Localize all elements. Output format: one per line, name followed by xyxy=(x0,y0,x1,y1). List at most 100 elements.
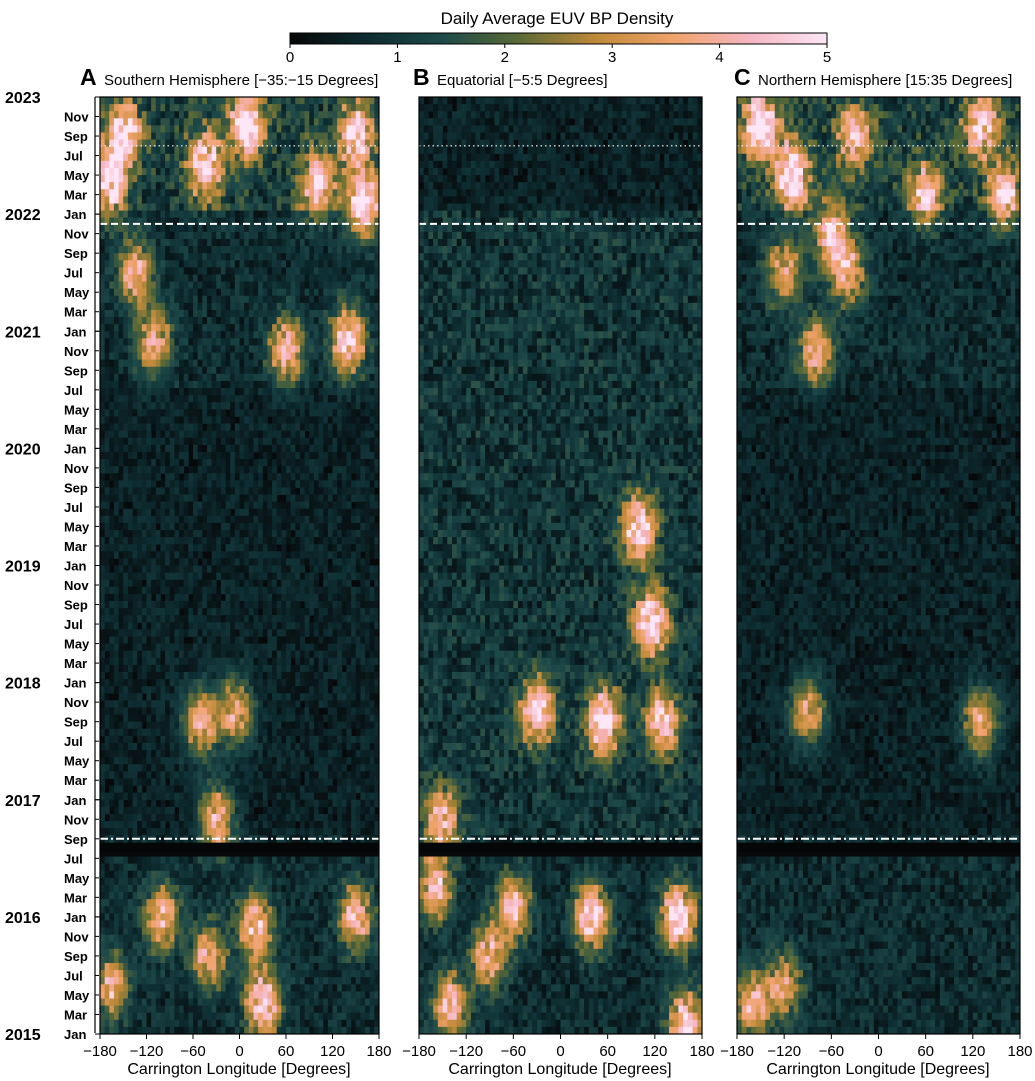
heatmap-cell xyxy=(244,359,250,368)
heatmap-cell xyxy=(309,423,315,432)
heatmap-cell xyxy=(197,246,203,254)
heatmap-cell xyxy=(160,480,166,488)
heatmap-cell xyxy=(132,253,138,261)
heatmap-cell xyxy=(127,544,133,552)
heatmap-cell xyxy=(100,423,106,432)
heatmap-cell xyxy=(290,196,296,204)
heatmap-cell xyxy=(211,189,217,197)
heatmap-cell xyxy=(146,388,152,396)
heatmap-cell xyxy=(318,189,324,197)
heatmap-cell xyxy=(141,402,147,410)
heatmap-cell xyxy=(327,196,333,204)
heatmap-cell xyxy=(169,104,175,112)
heatmap-cell xyxy=(295,274,301,282)
heatmap-cell xyxy=(118,537,124,545)
heatmap-cell xyxy=(267,494,273,503)
heatmap-cell xyxy=(374,444,380,453)
heatmap-cell xyxy=(100,657,106,666)
heatmap-cell xyxy=(193,537,199,545)
heatmap-cell xyxy=(323,423,329,432)
heatmap-cell xyxy=(286,466,292,474)
heatmap-cell xyxy=(197,388,203,396)
heatmap-cell xyxy=(258,203,264,211)
heatmap-cell xyxy=(369,104,375,112)
heatmap-cell xyxy=(281,636,287,644)
heatmap-cell xyxy=(211,544,217,552)
heatmap-cell xyxy=(109,104,115,112)
heatmap-cell xyxy=(286,416,292,424)
heatmap-cell xyxy=(216,537,222,545)
heatmap-cell xyxy=(160,664,166,673)
heatmap-cell xyxy=(309,501,315,510)
heatmap-cell xyxy=(299,118,305,126)
heatmap-cell xyxy=(258,466,264,474)
heatmap-cell xyxy=(346,388,352,396)
heatmap-cell xyxy=(123,317,129,325)
heatmap-cell xyxy=(272,537,278,545)
heatmap-cell xyxy=(318,373,324,382)
heatmap-cell xyxy=(374,501,380,510)
heatmap-cell xyxy=(290,473,296,481)
heatmap-cell xyxy=(127,508,133,517)
heatmap-cell xyxy=(123,643,129,652)
heatmap-cell xyxy=(299,260,305,268)
heatmap-cell xyxy=(216,473,222,481)
heatmap-cell xyxy=(197,416,203,424)
heatmap-cell xyxy=(299,437,305,446)
heatmap-cell xyxy=(313,338,319,346)
heatmap-cell xyxy=(206,104,212,112)
heatmap-cell xyxy=(160,217,166,226)
heatmap-cell xyxy=(225,430,231,439)
heatmap-cell xyxy=(374,331,380,339)
heatmap-cell xyxy=(286,125,292,133)
heatmap-cell xyxy=(230,473,236,481)
heatmap-cell xyxy=(104,104,110,112)
heatmap-cell xyxy=(355,373,361,382)
heatmap-cell xyxy=(141,267,147,275)
heatmap-cell xyxy=(267,189,273,197)
heatmap-cell xyxy=(248,430,254,439)
heatmap-cell xyxy=(118,558,124,566)
heatmap-cell xyxy=(113,139,119,148)
heatmap-cell xyxy=(341,338,347,346)
heatmap-cell xyxy=(309,373,315,382)
heatmap-cell xyxy=(169,331,175,339)
heatmap-cell xyxy=(179,444,185,453)
heatmap-cell xyxy=(276,246,282,254)
heatmap-cell xyxy=(253,494,259,503)
heatmap-cell xyxy=(113,657,119,666)
heatmap-cell xyxy=(374,111,380,119)
heatmap-cell xyxy=(118,281,124,290)
heatmap-cell xyxy=(337,118,343,126)
heatmap-cell xyxy=(341,593,347,602)
heatmap-cell xyxy=(216,395,222,403)
heatmap-cell xyxy=(244,238,250,247)
heatmap-cell xyxy=(253,231,259,240)
heatmap-cell xyxy=(374,600,380,609)
heatmap-cell xyxy=(295,565,301,573)
heatmap-cell xyxy=(276,537,282,545)
heatmap-cell xyxy=(272,551,278,559)
heatmap-cell xyxy=(244,423,250,432)
heatmap-cell xyxy=(100,622,106,630)
heatmap-cell xyxy=(174,579,180,588)
heatmap-cell xyxy=(369,146,375,155)
heatmap-cell xyxy=(137,160,143,169)
heatmap-cell xyxy=(230,97,236,105)
heatmap-cell xyxy=(118,338,124,346)
heatmap-cell xyxy=(216,139,222,148)
heatmap-cell xyxy=(309,522,315,531)
heatmap-cell xyxy=(286,295,292,304)
heatmap-cell xyxy=(290,572,296,581)
heatmap-cell xyxy=(365,629,371,637)
heatmap-cell xyxy=(141,274,147,282)
heatmap-cell xyxy=(281,501,287,510)
heatmap-cell xyxy=(346,423,352,432)
heatmap-cell xyxy=(132,600,138,609)
heatmap-cell xyxy=(290,395,296,403)
heatmap-cell xyxy=(369,175,375,183)
heatmap-cell xyxy=(318,565,324,573)
heatmap-cell xyxy=(337,210,343,219)
heatmap-cell xyxy=(141,345,147,353)
heatmap-cell xyxy=(281,480,287,488)
